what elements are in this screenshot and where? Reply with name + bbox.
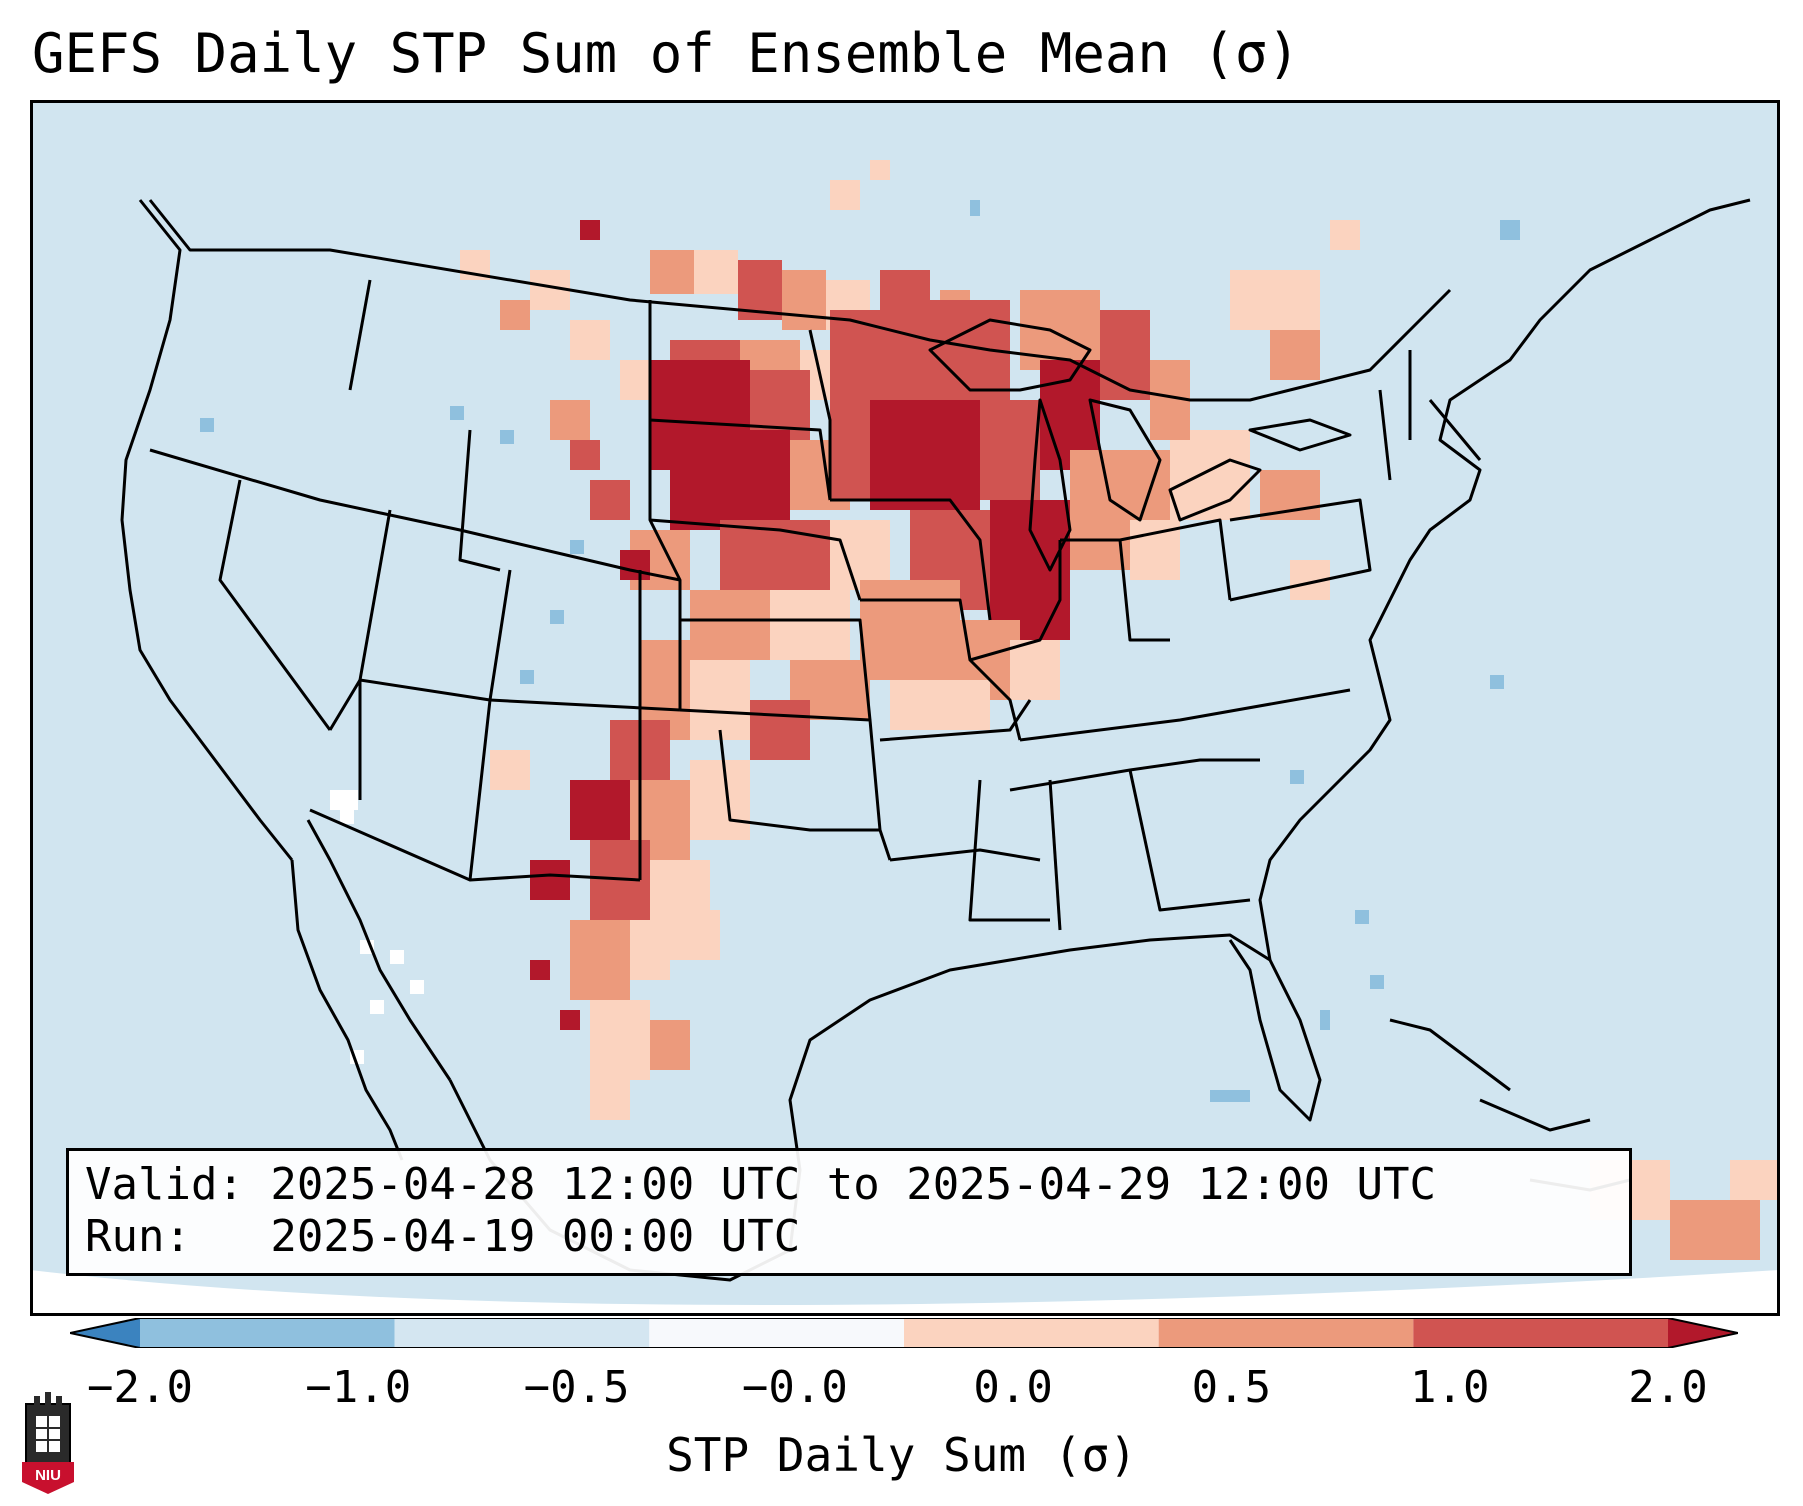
colorbar-tick-label: 0.5: [1191, 1362, 1272, 1413]
run-time-text: Run: 2025-04-19 00:00 UTC: [85, 1211, 801, 1262]
colorbar-tick-label: 2.0: [1628, 1362, 1708, 1413]
colorbar-label: STP Daily Sum (σ): [666, 1428, 1137, 1482]
colorbar-segment: [649, 1318, 904, 1348]
colorbar-tick-label: 0.0: [973, 1362, 1053, 1413]
colorbar-tick-label: −2.0: [87, 1362, 193, 1413]
colorbar-tick-label: −0.0: [741, 1362, 848, 1413]
colorbar-tick-label: −1.0: [305, 1362, 412, 1413]
niu-logo: NIU: [22, 1392, 74, 1494]
colorbar-segment: [1158, 1318, 1414, 1348]
colorbar-extend-high: [1668, 1318, 1738, 1348]
colorbar-tick-label: −0.5: [523, 1362, 630, 1413]
map-title: GEFS Daily STP Sum of Ensemble Mean (σ): [32, 22, 1300, 85]
colorbar-segment: [394, 1318, 650, 1348]
projection-edge: [30, 1270, 1780, 1316]
colorbar: [70, 1318, 1738, 1348]
colorbar-segment: [140, 1318, 395, 1348]
logo-text: NIU: [35, 1467, 61, 1484]
colorbar-extend-low: [70, 1318, 140, 1348]
valid-time-text: Valid: 2025-04-28 12:00 UTC to 2025-04-2…: [85, 1159, 1437, 1210]
stp-map: [30, 100, 1780, 1316]
colorbar-tick-label: 1.0: [1409, 1362, 1490, 1413]
map-frame: [30, 100, 1780, 1316]
colorbar-segment: [1413, 1318, 1668, 1348]
colorbar-segment: [904, 1318, 1159, 1348]
coastlines-and-borders: [120, 198, 1751, 1282]
valid-run-box: Valid: 2025-04-28 12:00 UTC to 2025-04-2…: [66, 1148, 1632, 1276]
